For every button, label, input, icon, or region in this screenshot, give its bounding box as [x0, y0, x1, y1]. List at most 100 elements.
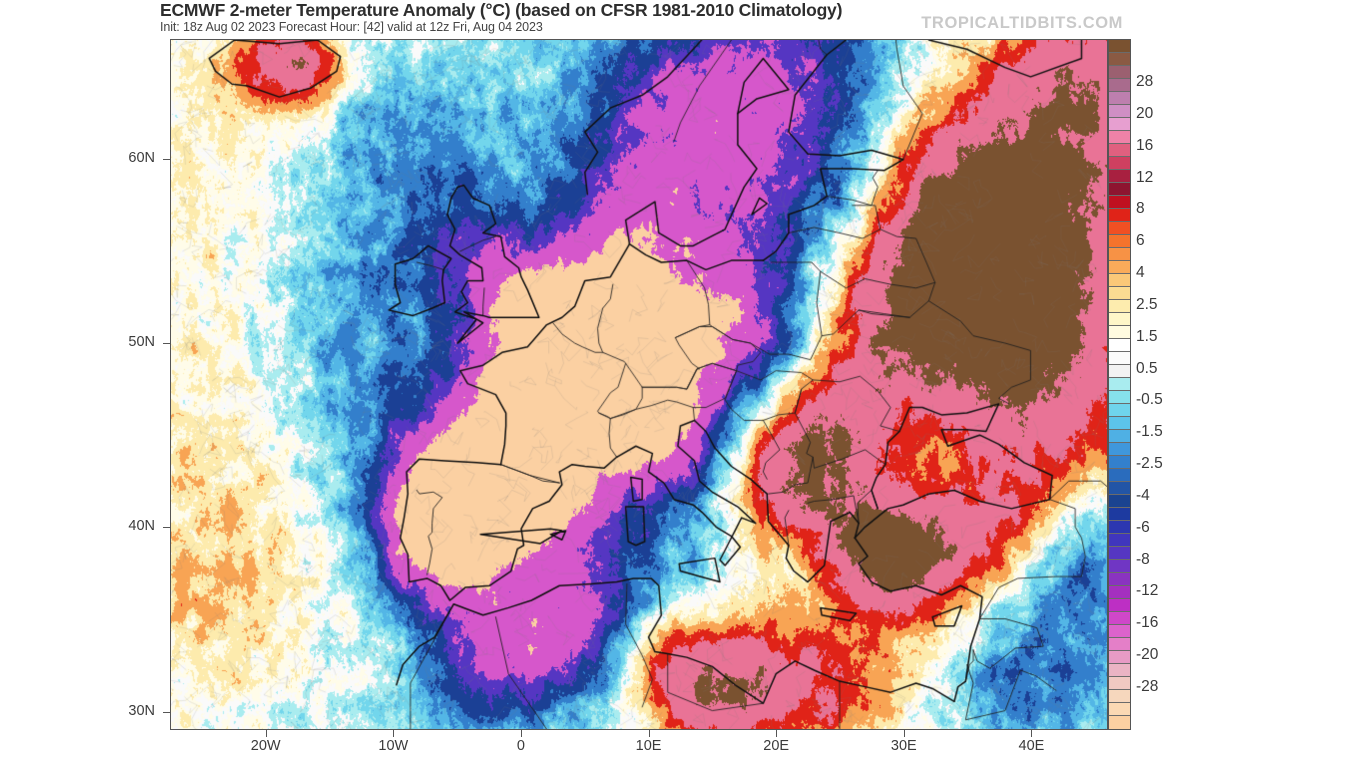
x-tick-mark — [776, 730, 778, 737]
x-tick-label: 20E — [763, 738, 790, 754]
forecast-metadata-line: Init: 18z Aug 02 2023 Forecast Hour: [42… — [160, 20, 543, 34]
colorbar-swatch — [1109, 66, 1130, 79]
colorbar-swatch — [1109, 690, 1130, 703]
colorbar-swatch — [1109, 261, 1130, 274]
colorbar-swatch — [1109, 716, 1130, 729]
x-tick-mark — [520, 730, 522, 737]
x-tick-mark — [903, 730, 905, 737]
x-tick-label: 30E — [890, 738, 917, 754]
watermark-label: TROPICALTIDBITS.COM — [921, 14, 1123, 32]
colorbar-swatch — [1109, 300, 1130, 313]
colorbar-swatch — [1109, 482, 1130, 495]
colorbar-tick-label: -0.5 — [1136, 391, 1163, 409]
y-tick-label: 40N — [128, 518, 155, 535]
page-title: ECMWF 2-meter Temperature Anomaly (°C) (… — [160, 0, 843, 20]
x-tick-label: 0 — [516, 738, 525, 754]
x-tick-mark — [265, 730, 267, 737]
colorbar-tick-label: 16 — [1136, 136, 1154, 154]
colorbar-swatch — [1109, 547, 1130, 560]
colorbar-tick-label: -6 — [1136, 518, 1150, 536]
colorbar-swatch — [1109, 131, 1130, 144]
colorbar-swatch — [1109, 209, 1130, 222]
colorbar-swatch — [1109, 638, 1130, 651]
x-tick-mark — [648, 730, 650, 737]
colorbar — [1108, 39, 1131, 730]
colorbar-swatch — [1109, 222, 1130, 235]
colorbar-swatch — [1109, 430, 1130, 443]
colorbar-swatch — [1109, 274, 1130, 287]
colorbar-swatch — [1109, 92, 1130, 105]
colorbar-swatch — [1109, 118, 1130, 131]
colorbar-swatch — [1109, 651, 1130, 664]
x-tick-mark — [1031, 730, 1033, 737]
colorbar-swatch — [1109, 287, 1130, 300]
colorbar-swatch — [1109, 339, 1130, 352]
colorbar-swatch — [1109, 521, 1130, 534]
colorbar-swatch — [1109, 196, 1130, 209]
colorbar-swatch — [1109, 79, 1130, 92]
colorbar-tick-label: -12 — [1136, 582, 1159, 600]
colorbar-tick-label: 12 — [1136, 168, 1154, 186]
colorbar-swatch — [1109, 313, 1130, 326]
x-tick-mark — [393, 730, 395, 737]
colorbar-tick-label: 2.5 — [1136, 295, 1158, 313]
colorbar-swatch — [1109, 612, 1130, 625]
x-tick-label: 10E — [635, 738, 662, 754]
colorbar-swatch — [1109, 326, 1130, 339]
colorbar-tick-label: -20 — [1136, 646, 1159, 664]
colorbar-tick-label: 1.5 — [1136, 327, 1158, 345]
colorbar-swatch — [1109, 53, 1130, 66]
colorbar-tick-label: -8 — [1136, 550, 1150, 568]
colorbar-swatch — [1109, 144, 1130, 157]
y-tick-label: 60N — [128, 149, 155, 166]
y-tick-mark — [163, 527, 171, 529]
colorbar-swatch — [1109, 170, 1130, 183]
colorbar-swatch — [1109, 664, 1130, 677]
colorbar-tick-label: 4 — [1136, 264, 1145, 282]
x-tick-label: 40E — [1018, 738, 1045, 754]
colorbar-swatch — [1109, 248, 1130, 261]
colorbar-swatch — [1109, 469, 1130, 482]
colorbar-swatch — [1109, 404, 1130, 417]
colorbar-tick-label: -16 — [1136, 614, 1159, 632]
colorbar-swatch — [1109, 157, 1130, 170]
colorbar-swatch — [1109, 417, 1130, 430]
colorbar-swatch — [1109, 352, 1130, 365]
y-tick-label: 50N — [128, 334, 155, 351]
y-tick-mark — [163, 343, 171, 345]
x-tick-label: 20W — [250, 738, 281, 754]
colorbar-swatch — [1109, 391, 1130, 404]
colorbar-swatch — [1109, 443, 1130, 456]
colorbar-tick-label: -28 — [1136, 678, 1159, 695]
colorbar-swatch — [1109, 677, 1130, 690]
x-tick-label: 10W — [378, 738, 409, 754]
y-tick-mark — [163, 158, 171, 160]
colorbar-swatch — [1109, 183, 1130, 196]
y-tick-label: 30N — [128, 702, 155, 719]
temperature-anomaly-heatmap — [171, 40, 1107, 729]
colorbar-tick-label: 8 — [1136, 200, 1145, 218]
colorbar-swatch — [1109, 625, 1130, 638]
colorbar-swatch — [1109, 40, 1130, 53]
colorbar-swatch — [1109, 456, 1130, 469]
colorbar-tick-label: 20 — [1136, 104, 1154, 122]
colorbar-tick-label: -2.5 — [1136, 455, 1163, 473]
colorbar-tick-label: -4 — [1136, 486, 1150, 504]
colorbar-swatch — [1109, 378, 1130, 391]
colorbar-tick-label: -1.5 — [1136, 423, 1163, 441]
colorbar-swatch — [1109, 703, 1130, 716]
colorbar-swatch — [1109, 586, 1130, 599]
colorbar-swatch — [1109, 495, 1130, 508]
colorbar-swatch — [1109, 365, 1130, 378]
map-plot-area[interactable] — [170, 39, 1108, 730]
y-tick-mark — [163, 711, 171, 713]
colorbar-swatch — [1109, 534, 1130, 547]
chart-header: ECMWF 2-meter Temperature Anomaly (°C) (… — [0, 0, 1349, 36]
colorbar-swatch — [1109, 560, 1130, 573]
colorbar-swatch — [1109, 105, 1130, 118]
colorbar-swatch — [1109, 599, 1130, 612]
colorbar-tick-label: 0.5 — [1136, 359, 1158, 377]
colorbar-swatch — [1109, 235, 1130, 248]
colorbar-swatch — [1109, 573, 1130, 586]
colorbar-swatch — [1109, 508, 1130, 521]
